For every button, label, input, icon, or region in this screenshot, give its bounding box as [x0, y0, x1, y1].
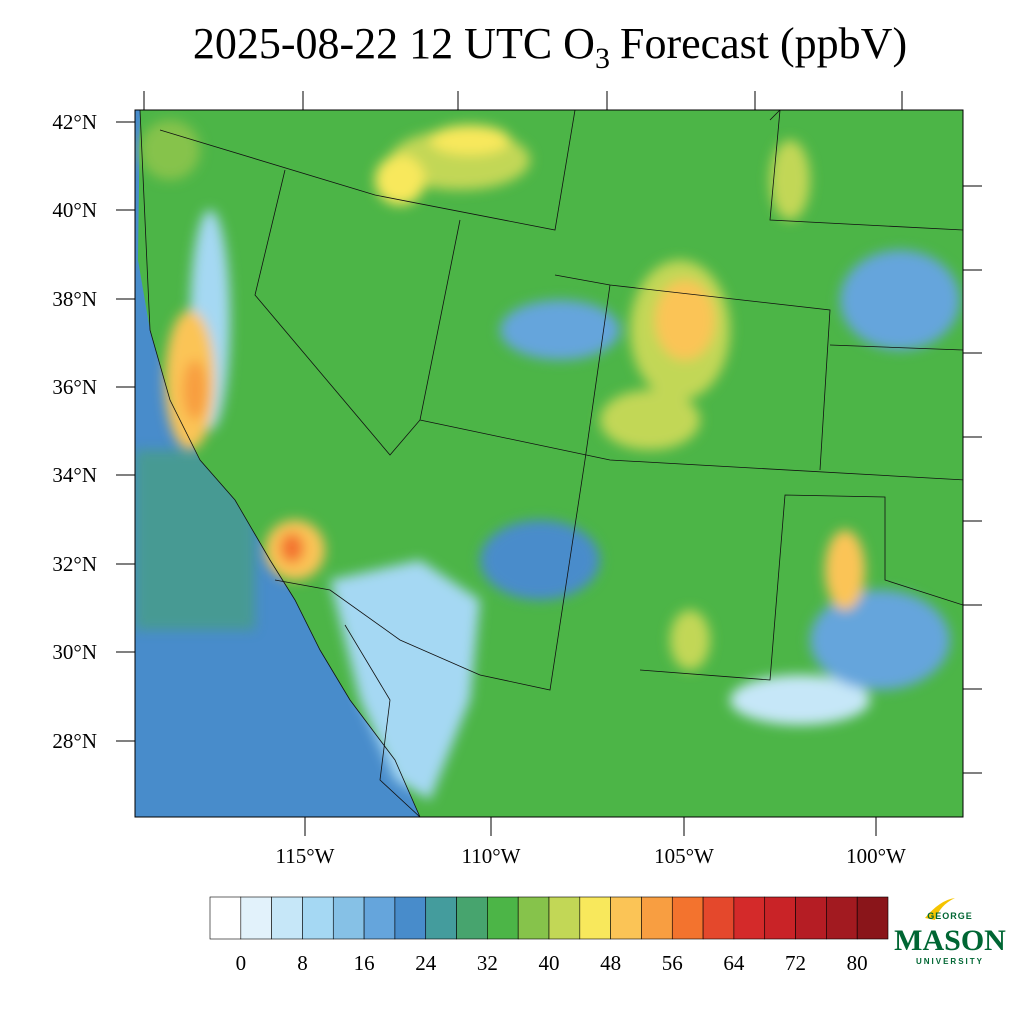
- colorbar-box: [702, 896, 735, 940]
- lat-label: 28°N: [52, 729, 97, 753]
- colorbar-box: [456, 896, 488, 940]
- colorbar-box: [641, 896, 673, 940]
- lon-label: 110°W: [462, 844, 521, 868]
- colorbar-box: [487, 896, 519, 940]
- colorbar-label: 32: [477, 951, 498, 975]
- colorbar-box: [302, 896, 334, 940]
- colorbar-box: [363, 896, 396, 940]
- lon-label: 115°W: [276, 844, 335, 868]
- map-frame: [134, 109, 964, 818]
- colorbar-label: 64: [723, 951, 745, 975]
- colorbar-box: [548, 896, 581, 940]
- colorbar-label: 0: [236, 951, 247, 975]
- colorbar-box: [826, 896, 858, 940]
- colorbar-box: [856, 896, 889, 940]
- colorbar-label: 40: [539, 951, 560, 975]
- colorbar-label: 16: [354, 951, 375, 975]
- colorbar: 0 8 16 24 32 40 48 56 64 72 80: [209, 896, 889, 975]
- colorbar-label: 56: [662, 951, 683, 975]
- colorbar-box: [394, 896, 427, 940]
- colorbar-label: 48: [600, 951, 621, 975]
- logo: GEORGE MASON UNIVERSITY: [894, 898, 1006, 966]
- axes: 42°N 40°N 38°N 36°N 34°N 32°N 30°N 28°N 115°W 110…: [52, 91, 982, 868]
- colorbar-label: 8: [297, 951, 308, 975]
- colorbar-box: [209, 896, 242, 940]
- colorbar-box: [579, 896, 611, 940]
- colorbar-box: [795, 896, 827, 940]
- colorbar-label: 24: [415, 951, 437, 975]
- colorbar-box: [240, 896, 272, 940]
- lon-label: 105°W: [654, 844, 714, 868]
- lat-label: 30°N: [52, 640, 97, 664]
- logo-main: MASON: [894, 924, 1006, 957]
- colorbar-label: 80: [847, 951, 868, 975]
- logo-top: GEORGE: [927, 911, 973, 921]
- lat-label: 42°N: [52, 110, 97, 134]
- map-field: [135, 110, 963, 817]
- lon-label: 100°W: [846, 844, 906, 868]
- colorbar-box: [425, 896, 457, 940]
- colorbar-box: [733, 896, 766, 940]
- title: 2025-08-22 12 UTC O3 Forecast (ppbV): [193, 19, 907, 75]
- colorbar-box: [764, 896, 796, 940]
- colorbar-box: [332, 896, 365, 940]
- lat-label: 40°N: [52, 198, 97, 222]
- colorbar-box: [271, 896, 303, 940]
- colorbar-label: 72: [785, 951, 806, 975]
- lat-label: 32°N: [52, 552, 97, 576]
- lat-label: 36°N: [52, 375, 97, 399]
- colorbar-box: [671, 896, 704, 940]
- lat-label: 38°N: [52, 287, 97, 311]
- lat-label: 34°N: [52, 463, 97, 487]
- colorbar-box: [517, 896, 550, 940]
- colorbar-box: [610, 896, 642, 940]
- logo-bottom: UNIVERSITY: [916, 957, 984, 966]
